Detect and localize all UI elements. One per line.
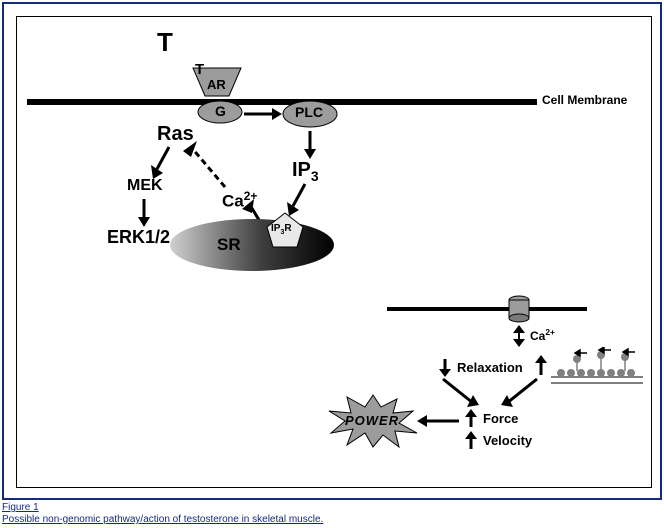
- caption-line1[interactable]: Figure 1: [2, 502, 39, 513]
- arrow-relaxation-down: [437, 357, 453, 377]
- arrow-force-up: [463, 409, 479, 429]
- label-cell-membrane: Cell Membrane: [542, 93, 627, 107]
- label-ar: AR: [207, 77, 226, 92]
- arrow-ca-bidirectional: [511, 325, 527, 347]
- myofilament-shape: [547, 347, 647, 391]
- label-relaxation: Relaxation: [457, 360, 523, 375]
- caption-line2[interactable]: Possible non-genomic pathway/action of t…: [2, 514, 323, 525]
- label-testosterone-extracellular: T: [157, 27, 173, 58]
- label-ip3r: IP3R: [271, 223, 292, 236]
- arrow-plc-to-ip3: [301, 129, 319, 159]
- label-ip3: IP3: [292, 159, 319, 184]
- arrow-ras-to-mek: [147, 145, 177, 181]
- arrow-velocity-up: [463, 431, 479, 451]
- label-sr: SR: [217, 235, 241, 255]
- arrow-ca-to-ras-dashed: [177, 135, 237, 195]
- label-plc: PLC: [295, 104, 323, 120]
- label-erk: ERK1/2: [107, 227, 170, 248]
- arrow-g-to-plc: [242, 105, 284, 123]
- label-mek: MEK: [127, 177, 163, 195]
- lower-membrane-bar: [387, 307, 587, 311]
- figure-outer-frame: T T AR Cell Membrane G PLC: [2, 2, 662, 500]
- arrow-to-power: [415, 413, 461, 429]
- label-ca2-lower: Ca2+: [530, 327, 555, 343]
- sr-shape: [167, 215, 337, 275]
- figure-canvas: T T AR Cell Membrane G PLC: [16, 16, 652, 488]
- channel-shape: [507, 295, 531, 325]
- arrow-mek-to-erk: [135, 197, 153, 227]
- label-power: POWER: [345, 413, 399, 428]
- arrows-to-force: [435, 375, 545, 413]
- label-force: Force: [483, 411, 518, 426]
- label-velocity: Velocity: [483, 433, 532, 448]
- label-t-on-ar: T: [195, 61, 204, 78]
- label-g: G: [215, 103, 226, 119]
